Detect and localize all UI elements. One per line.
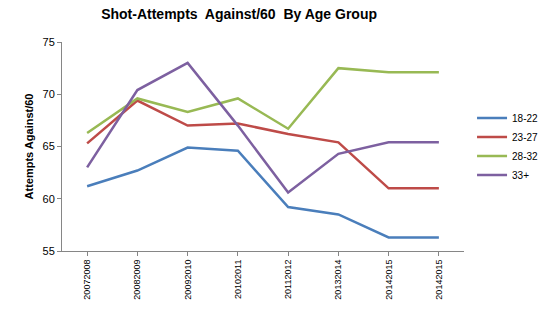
svg-text:33+: 33+ bbox=[512, 170, 529, 181]
svg-text:60: 60 bbox=[43, 193, 55, 205]
svg-text:23-27: 23-27 bbox=[512, 132, 538, 143]
svg-text:20112012: 20112012 bbox=[283, 260, 293, 299]
svg-text:28-32: 28-32 bbox=[512, 151, 538, 162]
svg-text:65: 65 bbox=[43, 140, 55, 152]
svg-text:70: 70 bbox=[43, 88, 55, 100]
svg-text:20132014: 20132014 bbox=[333, 260, 343, 300]
svg-text:20082009: 20082009 bbox=[132, 260, 142, 300]
svg-text:20142015: 20142015 bbox=[434, 260, 444, 300]
svg-text:55: 55 bbox=[43, 245, 55, 257]
svg-text:20102011: 20102011 bbox=[233, 260, 243, 299]
svg-text:20142015: 20142015 bbox=[384, 260, 394, 300]
svg-text:18-22: 18-22 bbox=[512, 113, 538, 124]
svg-text:20072008: 20072008 bbox=[82, 260, 92, 300]
svg-text:75: 75 bbox=[43, 36, 55, 48]
svg-text:Attempts Against/60: Attempts Against/60 bbox=[23, 94, 35, 200]
svg-text:20092010: 20092010 bbox=[183, 260, 193, 300]
svg-text:Shot-Attempts Against/60 By: Shot-Attempts Against/60 By Age Group bbox=[101, 6, 377, 22]
